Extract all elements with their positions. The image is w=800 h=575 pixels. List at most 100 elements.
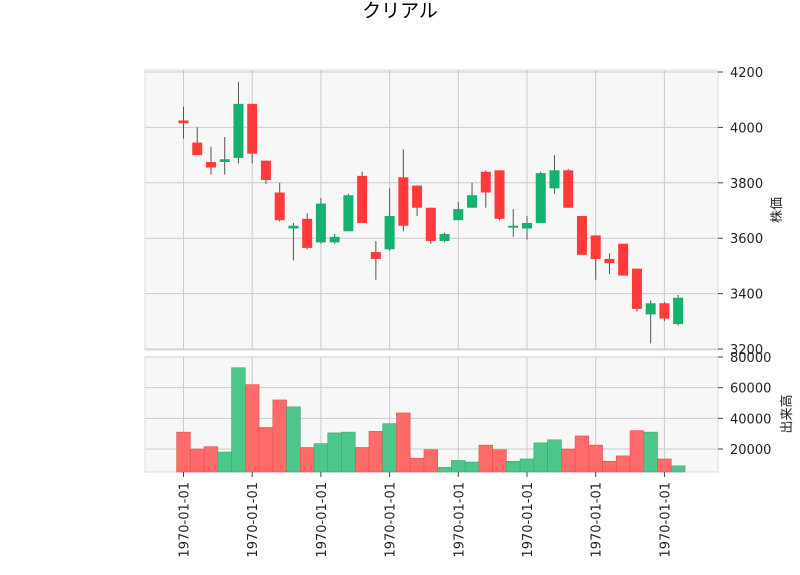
- volume-bar: [478, 444, 493, 473]
- volume-bar: [547, 439, 562, 473]
- candle-body: [522, 222, 532, 229]
- volume-bar: [258, 427, 274, 473]
- date-axis: 1970-01-01 1970-01-01 1970-01-01 1970-01-01…: [178, 472, 673, 558]
- candle-body: [370, 252, 381, 259]
- volume-tick-label: 80000: [730, 351, 771, 366]
- date-tick-label: 1970-01-01: [658, 482, 673, 558]
- volume-bar: [190, 448, 205, 473]
- volume-bar: [602, 460, 617, 473]
- candle-body: [398, 177, 409, 226]
- candle-body: [535, 173, 546, 223]
- chart-title: クリアル: [362, 0, 438, 22]
- candle-body: [563, 170, 574, 208]
- date-tick-label: 1970-01-01: [178, 482, 193, 558]
- price-tick-label: 3800: [730, 177, 763, 192]
- candle-body: [439, 234, 450, 241]
- price-tick-label: 4000: [730, 121, 763, 136]
- volume-tick-label: 60000: [730, 382, 771, 397]
- candle-body: [673, 297, 684, 325]
- candle-body: [631, 268, 642, 309]
- volume-bar: [437, 467, 452, 473]
- candle-body: [343, 195, 354, 232]
- price-tick-label: 3600: [730, 232, 763, 247]
- volume-bar: [657, 458, 672, 473]
- volume-bar: [423, 449, 438, 473]
- volume-tick-label: 40000: [730, 412, 771, 427]
- candle-body: [590, 235, 601, 259]
- volume-tick-label: 20000: [730, 443, 771, 458]
- candle-body: [480, 171, 491, 193]
- candle-body: [247, 103, 258, 154]
- candle-body: [576, 216, 587, 255]
- price-axis-label: 株価: [770, 197, 785, 223]
- volume-bar: [313, 443, 329, 473]
- candle-body: [288, 225, 299, 229]
- volume-bar: [382, 423, 397, 473]
- candle-body: [508, 225, 519, 228]
- volume-bar: [588, 444, 603, 473]
- volume-bar: [629, 430, 645, 473]
- candle-body: [274, 192, 285, 221]
- candle-body: [659, 303, 670, 319]
- volume-bar: [245, 384, 260, 473]
- volume-bar: [643, 431, 658, 473]
- volume-axis-label: 出来高: [779, 394, 795, 433]
- volume-bar: [368, 431, 384, 473]
- date-tick-label: 1970-01-01: [590, 482, 605, 558]
- candle-body: [425, 207, 436, 241]
- candle-body: [645, 303, 656, 315]
- candle-body: [233, 103, 244, 158]
- candle-body: [384, 216, 395, 250]
- date-tick-label: 1970-01-01: [315, 482, 330, 558]
- candle-body: [205, 162, 216, 168]
- volume-bar: [409, 457, 425, 473]
- price-axis: 3200 3400 3600 3800 4000 4200: [718, 66, 763, 358]
- candle-body: [494, 170, 505, 219]
- volume-bar: [203, 446, 219, 473]
- price-tick-label: 4200: [730, 66, 763, 81]
- volume-bars: [176, 367, 686, 473]
- candle-body: [357, 175, 368, 223]
- volume-bar: [327, 432, 342, 473]
- price-tick-label: 3200: [730, 343, 763, 358]
- volume-bar: [464, 461, 480, 473]
- volume-bar: [231, 367, 246, 473]
- date-tick-label: 1970-01-01: [246, 482, 261, 558]
- volume-bar: [354, 447, 370, 473]
- volume-bar: [217, 451, 232, 473]
- candle-body: [329, 236, 340, 243]
- candle-body: [549, 170, 560, 189]
- date-tick-label: 1970-01-01: [452, 482, 467, 558]
- volume-bar: [176, 431, 191, 473]
- date-tick-label: 1970-01-01: [384, 482, 399, 558]
- candle-body: [260, 160, 271, 181]
- candle-body: [192, 142, 203, 156]
- candle-body: [453, 209, 464, 221]
- volume-bar: [519, 458, 535, 473]
- volume-bar: [299, 447, 315, 473]
- candles: [178, 81, 684, 344]
- volume-axis: 20000 40000 60000 80000: [718, 351, 771, 458]
- volume-bar: [341, 431, 356, 473]
- volume-bar: [533, 442, 548, 473]
- candle-body: [604, 258, 615, 264]
- candle-body: [219, 159, 230, 163]
- volume-bar: [670, 465, 686, 473]
- volume-bar: [272, 399, 287, 473]
- volume-bar: [506, 460, 521, 473]
- volume-bar: [286, 406, 301, 473]
- candle-body: [178, 120, 189, 124]
- volume-bar: [574, 435, 590, 473]
- volume-bar: [451, 460, 466, 473]
- candle-body: [302, 218, 313, 248]
- volume-bar: [396, 412, 411, 473]
- candle-body: [467, 195, 478, 208]
- price-tick-label: 3400: [730, 288, 763, 303]
- volume-bar: [492, 449, 507, 473]
- candle-body: [315, 203, 326, 243]
- date-tick-label: 1970-01-01: [521, 482, 536, 558]
- candle-body: [618, 243, 629, 276]
- volume-bar: [616, 455, 631, 473]
- volume-bar: [561, 448, 576, 473]
